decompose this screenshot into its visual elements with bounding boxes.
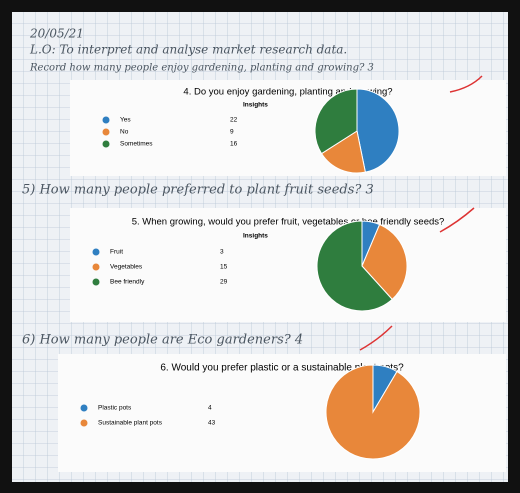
legend-dot bbox=[92, 248, 100, 256]
value-label: 29 bbox=[220, 279, 228, 286]
chart-title: 6. Would you prefer plastic or a sustain… bbox=[160, 363, 404, 374]
note: 20/05/21 bbox=[29, 27, 84, 41]
value-label: 9 bbox=[230, 129, 234, 136]
pie-slice bbox=[320, 130, 366, 174]
legend-label: Vegetables bbox=[110, 264, 143, 271]
card bbox=[58, 354, 506, 472]
tick-mark bbox=[359, 325, 393, 351]
tick-mark bbox=[449, 75, 483, 93]
tick-mark bbox=[439, 207, 475, 233]
note: 6) How many people are Eco gardeners? 4 bbox=[22, 333, 303, 348]
legend-dot bbox=[102, 116, 110, 124]
insights-label: Insights bbox=[243, 102, 268, 109]
legend-label: Plastic pots bbox=[98, 405, 132, 412]
legend-label: Yes bbox=[120, 117, 131, 124]
note: L.O: To interpret and analyse market res… bbox=[29, 43, 347, 57]
value-label: 15 bbox=[220, 264, 228, 271]
pie-slice bbox=[325, 364, 421, 460]
pie-slice bbox=[314, 88, 358, 155]
legend-dot bbox=[92, 263, 100, 271]
legend-dot bbox=[92, 278, 100, 286]
legend-label: Fruit bbox=[110, 249, 123, 256]
value-label: 43 bbox=[208, 420, 216, 427]
pie-slice bbox=[316, 220, 393, 312]
legend-label: Sometimes bbox=[120, 141, 153, 148]
card bbox=[70, 208, 506, 322]
card bbox=[70, 80, 506, 176]
value-label: 16 bbox=[230, 141, 238, 148]
value-label: 4 bbox=[208, 405, 212, 412]
legend-dot bbox=[102, 140, 110, 148]
legend-dot bbox=[80, 404, 88, 412]
value-label: 22 bbox=[230, 117, 238, 124]
legend-label: Bee friendly bbox=[110, 279, 145, 286]
pie-slice bbox=[361, 223, 408, 301]
note: Record how many people enjoy gardening, … bbox=[29, 63, 374, 74]
chart-title: 5. When growing, would you prefer fruit,… bbox=[132, 217, 445, 228]
chart-title: 4. Do you enjoy gardening, planting and … bbox=[183, 87, 392, 98]
legend-dot bbox=[80, 419, 88, 427]
value-label: 3 bbox=[220, 249, 224, 256]
note: 5) How many people preferred to plant fr… bbox=[22, 183, 374, 198]
insights-label: Insights bbox=[243, 233, 268, 240]
legend-label: No bbox=[120, 129, 129, 136]
pie-slice bbox=[356, 88, 400, 173]
legend-label: Sustainable plant pots bbox=[98, 420, 163, 427]
legend-dot bbox=[102, 128, 110, 136]
